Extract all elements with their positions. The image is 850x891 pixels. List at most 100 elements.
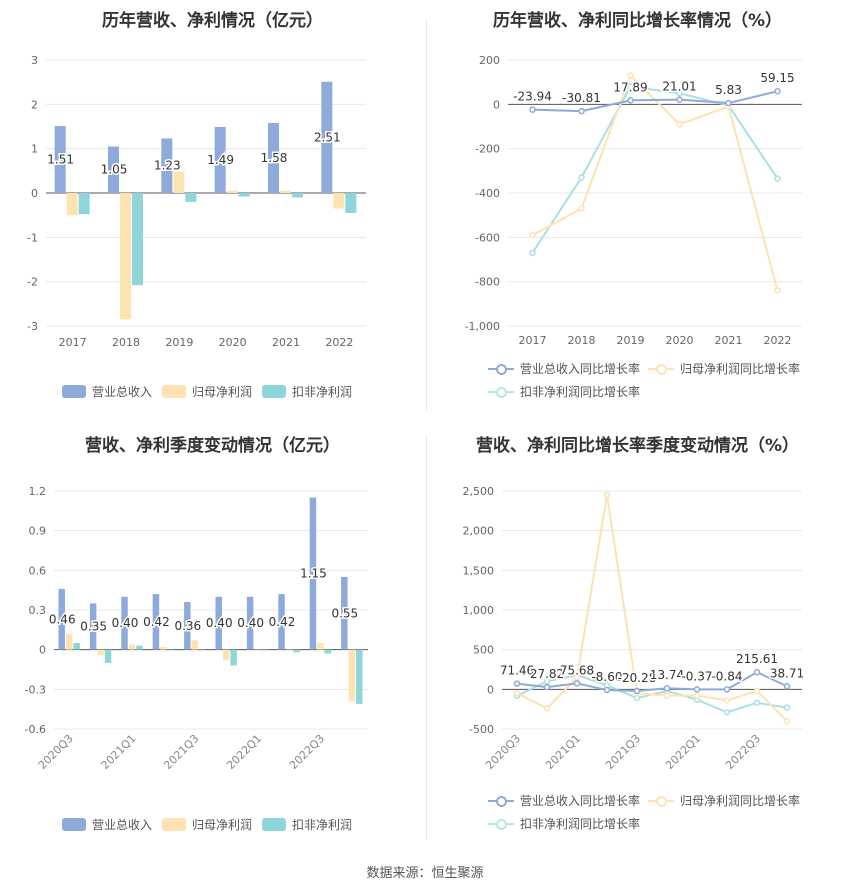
legend-item-revenue-growth[interactable]: 营业总收入同比增长率: [488, 360, 640, 377]
bar: [89, 603, 97, 650]
bar: [73, 643, 80, 650]
bar: [341, 576, 348, 650]
legend-item-parent-growth[interactable]: 归母净利润同比增长率: [648, 360, 800, 377]
data-label: -0.37: [681, 669, 712, 683]
x-tick-label: 2021Q1: [543, 732, 583, 772]
x-tick-label: 2018: [112, 336, 140, 349]
legend-item-deducted-profit[interactable]: 扣非净利润: [262, 816, 352, 833]
legend-item-parent-growth[interactable]: 归母净利润同比增长率: [648, 792, 800, 809]
bar: [222, 649, 230, 661]
y-tick-label: 0.3: [29, 604, 47, 617]
data-label: 1.58: [261, 151, 288, 165]
x-tick-label: 2021Q1: [99, 732, 139, 772]
bar: [191, 640, 199, 650]
data-label: -23.94: [513, 90, 552, 104]
data-point: [543, 683, 551, 691]
y-tick-label: -800: [475, 276, 500, 289]
bar: [230, 649, 237, 666]
data-point: [529, 249, 536, 257]
bar: [254, 649, 261, 651]
y-tick-label: -1,000: [465, 320, 500, 333]
series-line: [516, 494, 788, 722]
bar: [78, 193, 90, 215]
data-point: [753, 668, 761, 676]
y-tick-label: -0.3: [25, 683, 46, 696]
bar: [185, 193, 197, 202]
data-point: [603, 491, 611, 499]
x-tick-label: 2021: [715, 334, 743, 347]
bar: [293, 649, 300, 653]
y-tick-label: 200: [479, 54, 500, 67]
data-label: -8.60: [591, 670, 622, 684]
data-point: [774, 87, 781, 95]
bar: [58, 588, 65, 650]
data-point: [573, 680, 581, 687]
y-tick-label: 0: [493, 98, 500, 111]
data-label: 0.36: [174, 619, 201, 633]
data-label: 38.71: [770, 666, 804, 680]
data-point: [753, 699, 761, 707]
data-point: [633, 687, 641, 695]
data-point: [753, 687, 761, 695]
data-point: [627, 83, 634, 90]
x-tick-label: 2020Q3: [483, 732, 523, 772]
bar: [333, 193, 345, 209]
data-point: [725, 99, 732, 107]
data-label: 75.68: [560, 663, 594, 677]
data-point: [663, 692, 671, 699]
y-tick-label: -1: [27, 231, 38, 244]
y-tick-label: 0: [487, 683, 494, 696]
legend-item-revenue-growth[interactable]: 营业总收入同比增长率: [488, 792, 640, 809]
legend-item-deducted-growth[interactable]: 扣非净利润同比增长率: [488, 815, 640, 832]
bar: [324, 649, 332, 654]
data-label: 59.15: [760, 71, 794, 85]
bar: [356, 649, 363, 704]
x-tick-label: 2022: [764, 334, 792, 347]
legend-item-deducted-growth[interactable]: 扣非净利润同比增长率: [488, 383, 640, 400]
legend-item-parent-profit[interactable]: 归母净利润: [162, 383, 252, 400]
y-tick-label: 1,000: [463, 604, 495, 617]
legend-item-revenue[interactable]: 营业总收入: [62, 816, 152, 833]
data-point: [676, 96, 683, 103]
data-point: [693, 686, 701, 693]
x-tick-label: 2022Q3: [723, 732, 763, 772]
bar: [280, 190, 291, 193]
bar: [173, 171, 185, 193]
data-point: [578, 107, 585, 115]
data-label: 0.46: [49, 612, 76, 626]
x-tick-label: 2022Q1: [224, 732, 264, 772]
data-label: -30.81: [562, 91, 601, 105]
data-point: [529, 231, 536, 239]
bar: [292, 193, 303, 198]
data-point: [783, 683, 791, 690]
legend-item-parent-profit[interactable]: 归母净利润: [162, 816, 252, 833]
bar: [246, 596, 254, 650]
data-source: 数据来源：恒生聚源: [366, 866, 484, 881]
data-point: [578, 174, 585, 181]
data-point: [663, 684, 671, 692]
bar: [238, 193, 250, 197]
chart-title: 营收、净利季度变动情况（亿元）: [85, 436, 340, 456]
bar: [97, 649, 104, 655]
data-point: [627, 72, 634, 79]
x-tick-label: 2017: [59, 336, 87, 349]
data-label: 0.55: [331, 606, 358, 620]
bar: [215, 596, 222, 650]
data-label: 0.40: [206, 616, 233, 630]
bar: [65, 633, 73, 650]
y-tick-label: 1: [31, 143, 38, 156]
data-label: 1.49: [207, 153, 234, 167]
data-point: [783, 704, 791, 711]
legend-item-revenue[interactable]: 营业总收入: [62, 383, 152, 400]
data-point: [627, 97, 634, 104]
x-tick-label: 2019: [165, 336, 193, 349]
x-tick-label: 2017: [519, 334, 547, 347]
annual-growth-line-chart: -1,000 -800 -600 -400 -200 0 200 -23.94 -30.81 17…: [465, 54, 802, 347]
x-tick-label: 2020Q3: [36, 732, 76, 772]
series-line: [531, 85, 779, 254]
data-label: 1.23: [154, 159, 181, 173]
legend-item-deducted-profit[interactable]: 扣非净利润: [262, 383, 352, 400]
bar: [226, 190, 238, 193]
data-point: [723, 709, 731, 716]
x-tick-label: 2020: [666, 334, 694, 347]
